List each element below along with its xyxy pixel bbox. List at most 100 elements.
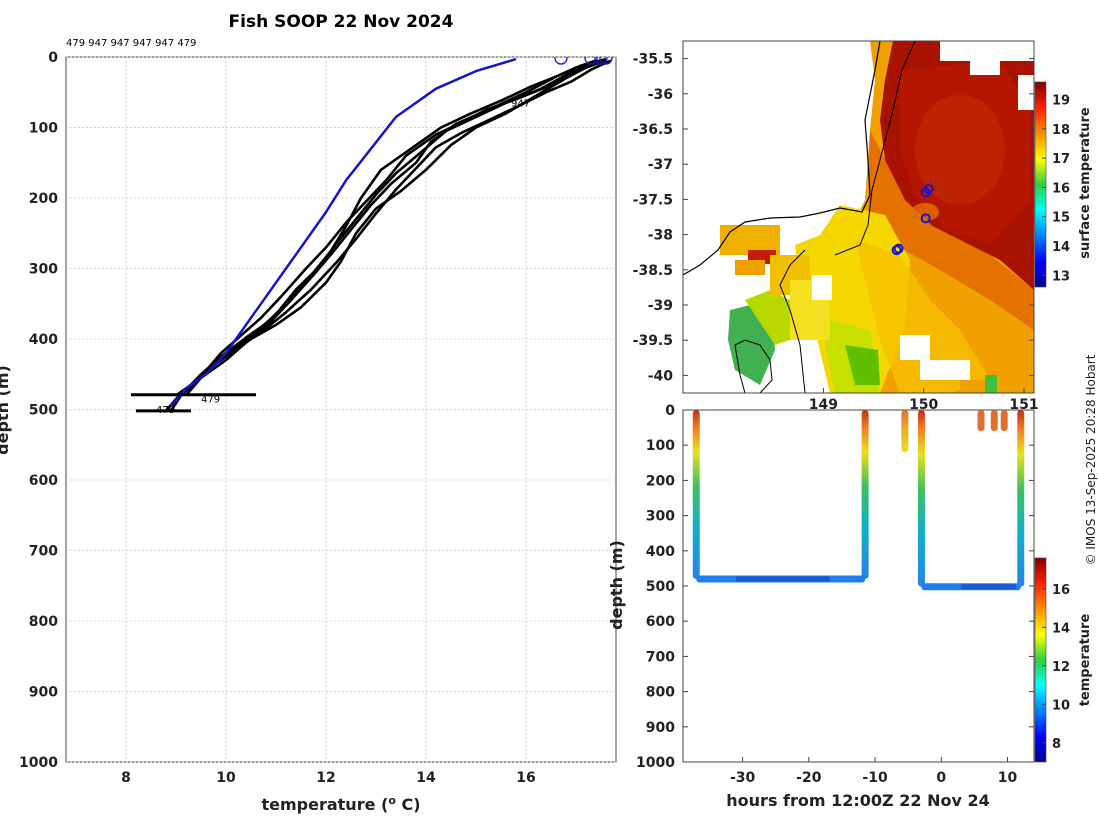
cloud-gap-3 bbox=[1018, 75, 1034, 110]
temperature-colorbar bbox=[1034, 557, 1047, 763]
short-dive bbox=[990, 410, 998, 432]
depth-time-y-tick-label: 0 bbox=[665, 403, 675, 419]
sst-eddy-core bbox=[900, 60, 1030, 245]
cloud-gap-5 bbox=[920, 360, 970, 380]
profile-y-ticks: 0 100 200 300 400 500 600 700 800 900 1000 bbox=[19, 50, 58, 771]
profile-y-tick-label: 200 bbox=[29, 191, 58, 207]
depth-time-x-tick-label: 0 bbox=[936, 770, 946, 786]
sst-field bbox=[683, 41, 1034, 393]
short-dive bbox=[901, 410, 909, 453]
profile-cast-label: 479 bbox=[201, 394, 220, 405]
profile-x-tick-label: 12 bbox=[316, 770, 335, 786]
map-lon-tick-label: 149 bbox=[809, 397, 838, 413]
depth-time-x-tick-label: -20 bbox=[796, 770, 822, 786]
profile-y-tick-label: 400 bbox=[29, 332, 58, 348]
cloud-gap-2 bbox=[970, 60, 1000, 75]
map-lat-tick-label: -38 bbox=[648, 228, 673, 244]
profile-cast-label: 947 bbox=[511, 98, 530, 109]
profile-y-label: depth (m) bbox=[0, 365, 12, 455]
dive-ascent bbox=[861, 410, 869, 579]
bathymetry-contour bbox=[779, 249, 806, 393]
depth-time-x-tick-label: -30 bbox=[730, 770, 756, 786]
map-lat-tick-label: -40 bbox=[648, 368, 674, 384]
profile-x-tick-label: 14 bbox=[416, 770, 436, 786]
profile-x-ticks: 8 10 12 14 16 bbox=[121, 770, 536, 786]
depth-time-x-tick-label: -10 bbox=[862, 770, 888, 786]
sst-colorbar-tick-label: 15 bbox=[1052, 211, 1070, 226]
depth-time-y-tick-label: 500 bbox=[646, 579, 675, 595]
depth-time-y-tick-label: 100 bbox=[646, 438, 675, 454]
ship-position-marker bbox=[920, 187, 931, 198]
map-lat-tick-label: -39 bbox=[648, 298, 673, 314]
profile-start-marker bbox=[554, 57, 568, 65]
profile-start-marker bbox=[594, 57, 608, 65]
sst-colorbar bbox=[1034, 81, 1047, 288]
profile-cast-ids: 479 947 947 947 947 479 bbox=[66, 38, 196, 49]
sst-colorbar-tick-label: 18 bbox=[1052, 123, 1070, 138]
depth-time-y-tick-label: 200 bbox=[646, 473, 675, 489]
ship-positions bbox=[891, 183, 934, 256]
credit-text: © IMOS 13-Sep-2025 20:28 Hobart bbox=[1084, 354, 1098, 565]
sst-colorbar-tick-label: 13 bbox=[1052, 269, 1070, 284]
flinders-island bbox=[734, 339, 773, 393]
short-dive bbox=[977, 410, 985, 432]
sst-map-panel: -35.5 -36 -36.5 -37 -37.5 -38 -38.5 -39 -39.5 -40… bbox=[633, 40, 1093, 413]
depth-time-y-tick-label: 900 bbox=[646, 720, 675, 736]
sst-colorbar-label: surface temperature bbox=[1078, 107, 1093, 259]
profile-start-marker bbox=[599, 57, 613, 65]
profile-x-tick-label: 8 bbox=[121, 770, 131, 786]
profile-line-947 bbox=[180, 57, 607, 397]
cloud-gap-4 bbox=[900, 335, 930, 360]
dive-ascent bbox=[1017, 410, 1025, 587]
map-lat-tick-label: -38.5 bbox=[633, 263, 673, 279]
profile-y-tick-label: 0 bbox=[48, 50, 58, 66]
coastline-mainland bbox=[683, 41, 881, 276]
sst-colorbar-tick-label: 17 bbox=[1052, 152, 1070, 167]
profile-y-tick-label: 900 bbox=[29, 685, 58, 701]
sst-cell-5 bbox=[735, 260, 765, 275]
map-lon-ticks: 149 150 151 bbox=[809, 388, 1039, 413]
depth-time-x-label: hours from 12:00Z 22 Nov 24 bbox=[726, 791, 989, 810]
sst-front bbox=[868, 130, 1034, 330]
profile-start-marker bbox=[584, 57, 598, 65]
temperature-colorbar-label: temperature bbox=[1078, 614, 1093, 707]
dive-bottom-cold bbox=[961, 584, 1017, 590]
cloud-gap-6 bbox=[812, 275, 832, 300]
depth-time-y-ticks: 0 100 200 300 400 500 600 700 800 900 1000 bbox=[636, 403, 1034, 771]
profile-grid bbox=[66, 56, 616, 763]
profile-y-tick-label: 700 bbox=[29, 544, 58, 560]
sst-green-edge bbox=[985, 375, 997, 393]
map-lat-tick-label: -36.5 bbox=[633, 122, 673, 138]
profile-x-label: temperature (o C) bbox=[261, 794, 420, 814]
map-lat-tick-label: -37.5 bbox=[633, 192, 673, 208]
map-lat-tick-label: -35.5 bbox=[633, 52, 673, 68]
map-lat-ticks: -35.5 -36 -36.5 -37 -37.5 -38 -38.5 -39 -39.5 -40 bbox=[633, 52, 1034, 384]
dive-descent bbox=[692, 410, 700, 579]
temperature-colorbar-tick-label: 10 bbox=[1052, 698, 1070, 713]
sst-coastal-water-2 bbox=[855, 240, 990, 393]
profile-surface-markers bbox=[554, 57, 613, 65]
map-lon-tick-label: 150 bbox=[909, 397, 938, 413]
sst-colorbar-tick-label: 19 bbox=[1052, 94, 1070, 109]
depth-time-tracks bbox=[692, 410, 1025, 591]
sst-colorbar-tick-label: 16 bbox=[1052, 181, 1070, 196]
sst-colorbar-tick-label: 14 bbox=[1052, 240, 1070, 255]
map-lat-tick-label: -37 bbox=[648, 157, 673, 173]
dive-descent bbox=[917, 410, 925, 587]
map-lat-tick-label: -39.5 bbox=[633, 333, 673, 349]
profile-y-tick-label: 500 bbox=[29, 403, 58, 419]
cloud-gap-1 bbox=[940, 41, 1034, 61]
profile-x-tick-label: 10 bbox=[216, 770, 236, 786]
depth-time-x-ticks: -30 -20 -10 0 10 bbox=[730, 757, 1018, 786]
depth-time-y-tick-label: 1000 bbox=[636, 755, 675, 771]
figure-title: Fish SOOP 22 Nov 2024 bbox=[229, 12, 454, 32]
depth-time-y-tick-label: 300 bbox=[646, 509, 675, 525]
temperature-colorbar-tick-label: 14 bbox=[1052, 621, 1070, 636]
map-lat-tick-label: -36 bbox=[648, 87, 673, 103]
sst-bass-strait-yellow bbox=[745, 290, 790, 345]
map-lon-tick-label: 151 bbox=[1009, 397, 1038, 413]
temperature-colorbar-tick-label: 12 bbox=[1052, 660, 1070, 675]
profile-x-tick-label: 16 bbox=[516, 770, 535, 786]
sst-green-patch bbox=[845, 345, 880, 385]
profile-annotations: 947 479 479 bbox=[156, 98, 530, 416]
